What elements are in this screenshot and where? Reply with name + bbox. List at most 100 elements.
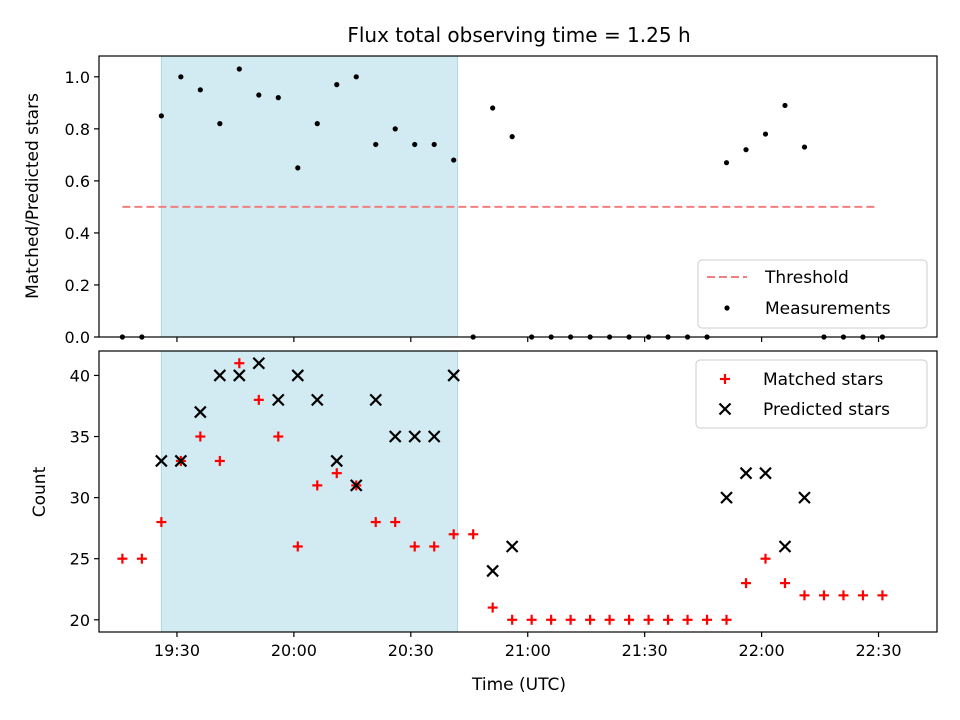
measurement-point: [334, 82, 340, 88]
measurement-point: [353, 74, 359, 80]
matched-stars-point: [292, 541, 303, 552]
predicted-stars-point: [505, 540, 519, 553]
x-stroke-b: [388, 430, 402, 443]
measurement-point: [490, 105, 496, 111]
matched-stars-point: [429, 541, 440, 552]
measurement-point: [762, 131, 769, 137]
top-y-tick-label: 0.6: [65, 172, 90, 191]
top-y-tick-label: 0.0: [65, 328, 90, 347]
top-y-tick-label: 1.0: [65, 68, 90, 87]
measurement-point: [801, 144, 808, 150]
x-stroke-b: [505, 540, 519, 553]
legend-matched-label: Matched stars: [763, 370, 883, 390]
predicted-stars-point: [388, 430, 402, 443]
matched-stars-point: [760, 553, 771, 564]
measurement-point: [197, 87, 203, 93]
matched-stars-point: [487, 602, 498, 613]
x-stroke-b: [486, 564, 499, 578]
measurement-point: [256, 92, 262, 98]
measurement-point: [509, 134, 515, 140]
measurement-point: [431, 141, 437, 148]
measurement-point: [178, 74, 184, 80]
matched-stars-point: [585, 614, 596, 625]
matched-stars-point: [682, 614, 693, 625]
matched-stars-point: [643, 614, 654, 625]
matched-stars-point: [507, 614, 518, 625]
bottom-y-axis-label: Count: [30, 466, 50, 517]
matched-stars-point: [565, 614, 576, 625]
predicted-stars-point: [213, 369, 227, 382]
top-axes-frame: [98, 55, 938, 338]
measurement-point: [217, 121, 223, 127]
matched-stars-point: [799, 590, 810, 601]
x-stroke-b: [213, 369, 227, 382]
predicted-stars-point: [174, 454, 188, 468]
x-stroke-b: [759, 466, 772, 480]
matched-stars-point: [857, 590, 868, 601]
matched-stars-point: [273, 431, 284, 442]
x-stroke-b: [252, 356, 266, 370]
predicted-stars-point: [447, 369, 460, 382]
x-stroke-b: [233, 369, 246, 382]
x-stroke-b: [174, 454, 188, 468]
bottom-observing-window-span: [160, 350, 459, 633]
x-stroke-b: [291, 369, 305, 382]
legend-predicted-label: Predicted stars: [763, 400, 890, 420]
x-stroke-b: [155, 454, 168, 468]
measurement-point: [451, 157, 457, 163]
matched-stars-point: [448, 529, 459, 540]
measurement-point: [412, 141, 418, 148]
predicted-stars-point: [369, 393, 383, 407]
matched-stars-point: [838, 590, 849, 601]
predicted-stars-point: [408, 430, 421, 443]
bottom-legend: Matched stars Predicted stars: [695, 359, 928, 429]
ratio-panel: Matched/Predicted stars 0.0 0.2 0.4 0.6 0.8 1…: [23, 55, 938, 347]
measurement-point: [236, 66, 242, 72]
x-stroke-b: [330, 454, 344, 468]
top-observing-window-span: [160, 55, 459, 338]
measurement-point: [275, 95, 281, 101]
x-stroke-b: [194, 405, 207, 419]
predicted-stars-point: [349, 479, 363, 492]
legend-threshold-label: Threshold: [764, 268, 849, 288]
predicted-stars-point: [252, 356, 266, 370]
predicted-stars-point: [759, 466, 772, 480]
predicted-stars-point: [155, 454, 168, 468]
x-tick-label: 20:30: [388, 641, 434, 660]
measurement-point: [782, 102, 788, 109]
matched-stars-point: [136, 553, 147, 564]
predicted-stars-point: [486, 564, 499, 578]
top-y-tick-label: 0.2: [65, 276, 90, 295]
measurement-point: [392, 126, 398, 132]
top-y-tick-label: 0.4: [65, 224, 90, 243]
matched-stars-point: [468, 529, 479, 540]
bottom-y-tick-label: 20: [70, 611, 90, 630]
x-stroke-b: [427, 430, 441, 443]
count-panel: Count Time (UTC) 20 25 30 35 40 19:30 20:00 20:…: [30, 350, 938, 695]
x-tick-label: 21:00: [505, 641, 551, 660]
x-stroke-b: [310, 393, 324, 407]
measurement-point: [373, 141, 379, 148]
x-stroke-b: [369, 393, 383, 407]
x-tick-label: 22:00: [739, 641, 785, 660]
bottom-y-tick-label: 25: [70, 550, 90, 569]
matched-stars-point: [312, 480, 323, 491]
legend-predicted-swatch-b: [718, 402, 732, 416]
matched-stars-point: [331, 468, 342, 479]
chart-title: Flux total observing time = 1.25 h: [347, 23, 690, 47]
matched-stars-point: [702, 614, 713, 625]
predicted-stars-point: [233, 369, 246, 382]
measurement-point: [314, 121, 320, 127]
predicted-stars-point: [739, 466, 753, 480]
top-y-axis-label: Matched/Predicted stars: [23, 93, 43, 299]
matched-stars-point: [234, 358, 245, 369]
matched-stars-point: [877, 590, 888, 601]
legend-measurements-swatch: [724, 305, 730, 311]
x-tick-label: 22:30: [855, 641, 901, 660]
predicted-stars-point: [330, 454, 344, 468]
top-legend: Threshold Measurements: [697, 259, 928, 329]
predicted-stars-point: [310, 393, 324, 407]
x-tick-label: 20:00: [271, 641, 317, 660]
x-stroke-b: [447, 369, 460, 382]
